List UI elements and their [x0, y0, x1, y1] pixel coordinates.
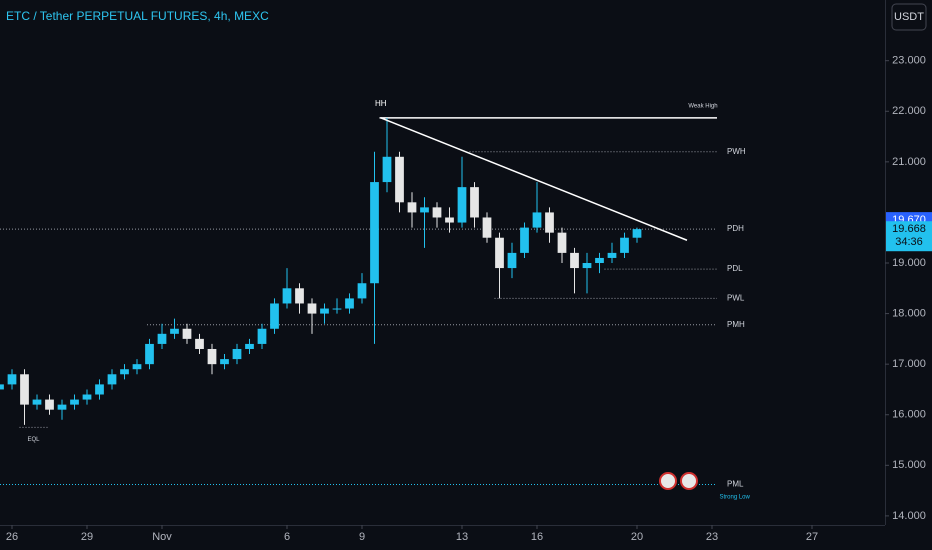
- candle-body: [357, 283, 367, 299]
- level-label: Weak High: [688, 103, 717, 109]
- y-tick-label: 23.000: [892, 55, 926, 67]
- mark-price-box: [886, 221, 932, 252]
- candle-body: [520, 227, 529, 253]
- annotation: HH: [375, 99, 387, 108]
- candle-body: [582, 263, 592, 269]
- x-tick-label: 16: [531, 531, 543, 543]
- candle-body: [370, 182, 379, 284]
- candle-body: [395, 156, 404, 203]
- candle-body: [445, 217, 454, 223]
- candle-body: [632, 229, 642, 238]
- candle-body: [245, 343, 254, 349]
- y-tick-label: 22.000: [892, 105, 926, 117]
- plot: Weak High PWH PDH PDL PWL PMH EQL PML HH Strong L…: [0, 99, 751, 500]
- candle-body: [545, 212, 554, 233]
- currency-button[interactable]: [891, 3, 927, 31]
- candle-body: [620, 237, 629, 253]
- candle-body: [0, 384, 4, 390]
- x-tick-label: 13: [456, 531, 468, 543]
- candle-body: [307, 303, 317, 314]
- y-tick-label: 21.000: [892, 156, 926, 168]
- y-tick-label: 18.000: [892, 307, 926, 319]
- candle-body: [170, 328, 179, 334]
- candle-body: [32, 399, 42, 405]
- event-icons: [659, 472, 698, 490]
- level-label: PDL: [727, 264, 743, 273]
- candle-body: [232, 348, 242, 360]
- level-label: PDH: [727, 224, 744, 233]
- candle-body: [595, 257, 604, 264]
- y-tick-label: 16.000: [892, 409, 926, 421]
- annotation: Strong Low: [720, 494, 751, 500]
- candle-body: [295, 288, 304, 304]
- candle-body: [532, 212, 542, 228]
- candle-body: [57, 404, 67, 410]
- candle-body: [495, 237, 504, 269]
- x-tick-label: 9: [359, 531, 365, 543]
- candle-body: [195, 338, 204, 349]
- candle-body: [132, 364, 142, 370]
- candle-body: [570, 252, 579, 269]
- candle-body: [482, 217, 492, 238]
- y-tick-label: 15.000: [892, 459, 926, 471]
- candle-body: [345, 298, 354, 309]
- candle-body: [470, 187, 479, 218]
- candle-body: [120, 369, 129, 375]
- candle-body: [107, 374, 117, 385]
- y-tick-label: 17.000: [892, 358, 926, 370]
- candle-body: [70, 399, 79, 405]
- x-tick-label: Nov: [152, 531, 172, 543]
- candle-body: [507, 252, 517, 269]
- candle-body: [45, 399, 54, 410]
- level-label: PMH: [727, 320, 745, 329]
- x-tick-label: 6: [284, 531, 290, 543]
- x-tick-label: 26: [6, 531, 18, 543]
- level-label: PML: [727, 480, 744, 489]
- level-label: PWH: [727, 147, 746, 156]
- trendline: [380, 117, 688, 241]
- countdown: 34:36: [895, 236, 923, 248]
- candle-body: [270, 303, 279, 329]
- candle-body: [95, 384, 104, 395]
- level-label: PWL: [727, 294, 745, 303]
- candle-body: [420, 207, 429, 213]
- candle-body: [145, 343, 154, 365]
- candle-body: [282, 288, 292, 304]
- candle-body: [82, 394, 92, 400]
- candle-body: [220, 359, 229, 365]
- candle-body: [7, 374, 17, 385]
- candle-body: [20, 374, 29, 405]
- x-tick-label: 29: [81, 531, 93, 543]
- x-tick-label: 27: [806, 531, 818, 543]
- candle-body: [382, 156, 392, 183]
- level-label: EQL: [28, 437, 41, 443]
- x-tick-label: 20: [631, 531, 643, 543]
- currency-label[interactable]: USDT: [894, 11, 924, 23]
- candle-body: [320, 308, 329, 314]
- mark-price-label: 19.668: [892, 223, 926, 235]
- candle-body: [257, 328, 267, 344]
- candle-body: [332, 308, 342, 310]
- y-tick-label: 14.000: [892, 510, 926, 522]
- candle-body: [432, 207, 442, 218]
- candle-body: [407, 202, 417, 213]
- candle-body: [557, 232, 567, 253]
- candle-body: [607, 252, 617, 258]
- chart-title: ETC / Tether PERPETUAL FUTURES, 4h, MEXC: [6, 9, 269, 23]
- candle-body: [157, 333, 167, 344]
- candle-body: [207, 348, 217, 365]
- candle-body: [182, 328, 192, 339]
- y-tick-label: 19.000: [892, 257, 926, 269]
- x-tick-label: 23: [706, 531, 718, 543]
- candle-body: [457, 187, 467, 223]
